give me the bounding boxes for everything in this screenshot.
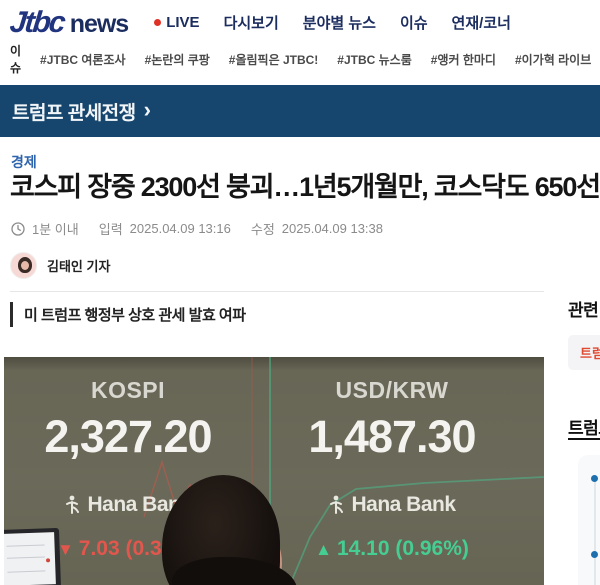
hana-bank-logo-icon [330,495,344,514]
updated-label: 수정 [250,222,275,237]
author-name: 김태인 기자 [47,259,111,274]
main-nav: LIVE 다시보기 분야별 뉴스 이슈 연재/코너 [154,12,511,33]
nav-live-label: LIVE [166,14,200,31]
article-meta: 1분 이내 입력 2025.04.09 13:16 수정 2025.04.09 … [11,219,383,238]
author-avatar [10,252,37,279]
jtbc-logo-text: Jtbc [8,5,66,39]
related-tag-trump[interactable]: 트럼프 관세전쟁 [568,335,600,370]
hashtag-bar-label[interactable]: 이슈 [10,44,22,75]
kospi-value: 2,327.20 [44,411,212,462]
hana-bank-row: Hana Bank [4,493,252,517]
timeline-dot-icon [591,551,598,558]
subheadline-bar [10,302,13,327]
usdkrw-value: 1,487.30 [308,411,476,462]
usdkrw-label: USD/KRW [335,377,449,403]
article-divider [10,291,544,292]
live-dot-icon [154,19,162,26]
nav-item-replay[interactable]: 다시보기 [223,15,279,32]
hana-bank-logo-icon [66,495,80,514]
usdkrw-change-value: 14.10 (0.96%) [336,537,469,560]
nav-item-issue[interactable]: 이슈 [399,15,428,32]
hashtag-olympics[interactable]: #올림픽은 JTBC! [228,52,319,67]
monitor-content-line [6,556,45,559]
nav-item-sections[interactable]: 분야별 뉴스 [302,15,376,32]
down-triangle-icon: ▼ [56,540,74,559]
article-subheadline-row: 미 트럼프 행정부 상호 관세 발효 여파 [10,302,246,327]
timeline-dot-icon [591,475,598,482]
avatar-face-icon [21,261,29,270]
hana-bank-row: Hana Bank [266,493,518,517]
topic-banner-trump-tariff-war[interactable]: 트럼프 관세전쟁 › [0,85,600,137]
article-headline: 코스피 장중 2300선 붕괴…1년5개월만, 코스닥도 650선 깨져 [10,172,600,202]
published-label: 입력 [98,222,123,237]
related-sidebar: 관련 이슈 트럼프 관세전쟁 트럼프 관세전쟁 2025.04.09 미 상호관… [568,296,600,585]
monitor-content-line [7,570,46,573]
monitor-content-line [6,544,45,547]
published-datetime: 2025.04.09 13:16 [129,221,231,236]
related-issues-title: 관련 이슈 [568,301,600,320]
hashtag-live[interactable]: #이가혁 라이브 [514,52,592,67]
hashtag-poll[interactable]: #JTBC 여론조사 [40,52,126,67]
timeline-rail [594,481,596,585]
jtbc-logo[interactable]: Jtbc news [8,5,130,40]
nav-item-series[interactable]: 연재/코너 [451,15,511,32]
article-subheadline: 미 트럼프 행정부 상호 관세 발효 여파 [24,307,246,324]
monitor-screen [4,532,56,585]
updated-datetime: 2025.04.09 13:38 [281,221,384,236]
hana-bank-name: Hana Bank [87,493,192,516]
sidebar-section-title[interactable]: 트럼프 관세전쟁 [568,419,600,438]
chevron-right-icon: › [143,96,151,122]
hana-bank-name: Hana Bank [351,493,456,516]
clock-icon [11,221,25,236]
up-triangle-icon: ▲ [315,540,332,559]
desk-monitor [4,527,62,585]
usdkrw-change: ▲ 14.10 (0.96%) [266,537,518,561]
hashtag-bar: 이슈 #JTBC 여론조사 #논란의 쿠팡 #올림픽은 JTBC! #JTBC … [0,44,600,75]
author-row[interactable]: 김태인 기자 [10,252,110,279]
hashtag-coupang[interactable]: #논란의 쿠팡 [144,52,210,67]
kospi-label: KOSPI [90,377,166,403]
nav-item-live[interactable]: LIVE [154,14,200,31]
board-panel-usdkrw: USD/KRW 1,487.30 Hana Bank ▲ 14.10 (0.96%… [266,377,518,561]
top-header: Jtbc news LIVE 다시보기 분야별 뉴스 이슈 연재/코너 [0,0,600,45]
read-time: 1분 이내 [32,222,79,237]
article-category[interactable]: 경제 [11,154,37,170]
monitor-red-dot [45,558,51,563]
hashtag-newsroom[interactable]: #JTBC 뉴스룸 [337,52,412,67]
timeline-item[interactable]: 2025.04.09 "관세 협상" 한미 정상 통화 논의 급물살 [591,547,600,585]
jtbc-logo-news-text: news [69,9,130,38]
topic-banner-title: 트럼프 관세전쟁 [12,102,136,124]
article-photo-trading-board: KOSPI 2,327.20 Hana Bank ▼ 7.03 (0.30%) U… [4,357,544,585]
hashtag-anchor[interactable]: #앵커 한마디 [430,52,496,67]
